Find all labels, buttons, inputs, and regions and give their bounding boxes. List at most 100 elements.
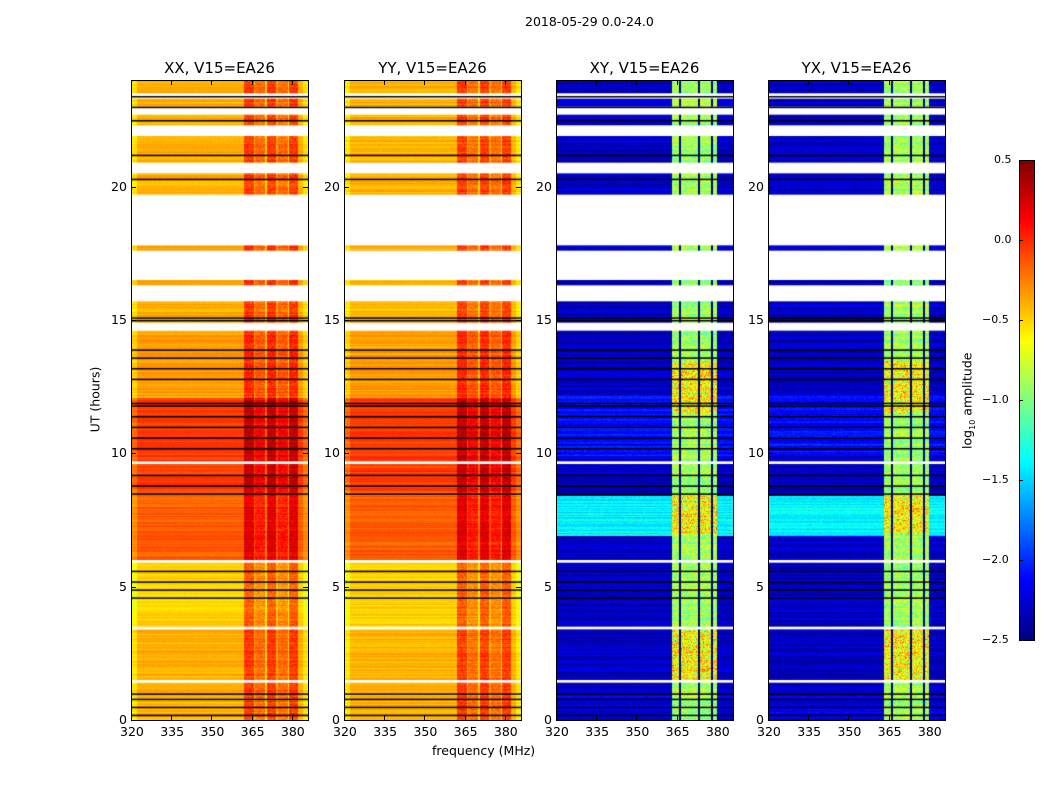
x-tick: [848, 80, 850, 85]
x-tick: [888, 715, 890, 720]
y-tick: [940, 320, 945, 321]
y-tick-label: 15: [536, 312, 552, 327]
x-tick: [131, 80, 132, 85]
y-tick-label: 0: [756, 712, 764, 727]
y-tick-label: 5: [544, 578, 552, 594]
x-tick-label: 365: [665, 724, 690, 739]
y-tick: [556, 720, 561, 721]
x-tick: [291, 80, 293, 85]
y-tick: [728, 720, 733, 721]
x-tick: [171, 80, 173, 85]
y-tick: [303, 320, 308, 321]
y-tick: [768, 186, 773, 188]
x-tick: [464, 715, 466, 720]
y-tick: [131, 453, 136, 455]
colorbar-tick-label: 0.0: [994, 233, 1012, 246]
x-tick: [768, 715, 769, 720]
y-tick: [940, 186, 945, 188]
y-tick: [768, 453, 773, 455]
x-tick: [848, 715, 850, 720]
y-tick: [344, 586, 349, 588]
y-tick: [131, 186, 136, 188]
x-tick: [384, 715, 386, 720]
colorbar-tick: [1019, 640, 1023, 641]
y-tick: [768, 720, 773, 721]
x-tick: [211, 715, 213, 720]
x-tick-label: 335: [160, 724, 185, 739]
x-tick: [556, 80, 557, 85]
y-tick: [303, 186, 308, 188]
y-tick: [344, 720, 349, 721]
colorbar-tick: [1019, 160, 1023, 161]
y-tick-label: 20: [536, 178, 552, 194]
y-tick: [556, 453, 561, 455]
x-tick: [808, 715, 810, 720]
colorbar-tick-label: −1.0: [982, 393, 1009, 406]
y-tick-label: 0: [544, 712, 552, 727]
x-tick: [464, 80, 466, 85]
x-tick: [676, 715, 678, 720]
x-tick-label: 380: [705, 724, 730, 739]
panel-title: XY, V15=EA26: [589, 59, 700, 77]
y-tick: [516, 453, 521, 455]
x-tick: [344, 80, 345, 85]
y-tick-label: 5: [332, 578, 340, 594]
x-tick: [716, 80, 718, 85]
x-tick: [636, 80, 638, 85]
y-tick: [516, 720, 521, 721]
x-tick: [768, 80, 769, 85]
x-tick-label: 365: [877, 724, 902, 739]
x-tick: [888, 80, 890, 85]
x-tick-label: 320: [757, 724, 781, 739]
y-tick: [344, 453, 349, 455]
heatmap-xy: [556, 80, 733, 720]
x-tick-label: 380: [280, 724, 305, 739]
y-tick-label: 15: [748, 312, 764, 327]
x-tick: [636, 715, 638, 720]
colorbar-tick: [1019, 560, 1023, 561]
colorbar-tick: [1019, 320, 1023, 321]
y-tick-label: 10: [324, 445, 340, 461]
colorbar-tick: [1019, 480, 1023, 481]
colorbar-tick: [1019, 400, 1023, 401]
y-tick: [556, 186, 561, 188]
x-tick-label: 365: [453, 724, 478, 739]
y-tick-label: 20: [111, 178, 127, 194]
y-tick: [303, 586, 308, 588]
heatmap-yy: [344, 80, 521, 720]
y-tick: [556, 320, 561, 321]
y-tick: [556, 586, 561, 588]
x-tick: [504, 80, 506, 85]
x-tick: [384, 80, 386, 85]
x-tick-label: 350: [625, 724, 650, 739]
y-tick: [728, 586, 733, 588]
y-tick: [516, 586, 521, 588]
y-tick: [940, 586, 945, 588]
x-tick: [251, 715, 253, 720]
y-tick: [516, 320, 521, 321]
y-tick-label: 0: [332, 712, 340, 727]
x-tick: [596, 715, 598, 720]
x-tick: [928, 80, 930, 85]
x-tick-label: 320: [333, 724, 357, 739]
heatmap-xx: [131, 80, 308, 720]
x-tick-label: 350: [413, 724, 438, 739]
y-tick: [516, 186, 521, 188]
colorbar-tick-label: −2.5: [982, 633, 1009, 646]
y-tick-label: 10: [111, 445, 127, 461]
x-tick-label: 335: [797, 724, 822, 739]
colorbar-tick-label: −1.5: [982, 473, 1009, 486]
x-tick: [424, 80, 426, 85]
colorbar-tick-label: −0.5: [982, 313, 1009, 326]
colorbar-tick-label: 0.5: [994, 153, 1012, 166]
y-tick: [303, 720, 308, 721]
x-tick: [291, 715, 293, 720]
colorbar: [1019, 160, 1034, 640]
y-tick-label: 15: [324, 312, 340, 327]
y-tick-label: 10: [748, 445, 764, 461]
y-tick: [728, 453, 733, 455]
y-tick: [768, 320, 773, 321]
x-tick-label: 380: [493, 724, 518, 739]
x-tick-label: 320: [120, 724, 144, 739]
panel-title: YX, V15=EA26: [801, 59, 912, 77]
